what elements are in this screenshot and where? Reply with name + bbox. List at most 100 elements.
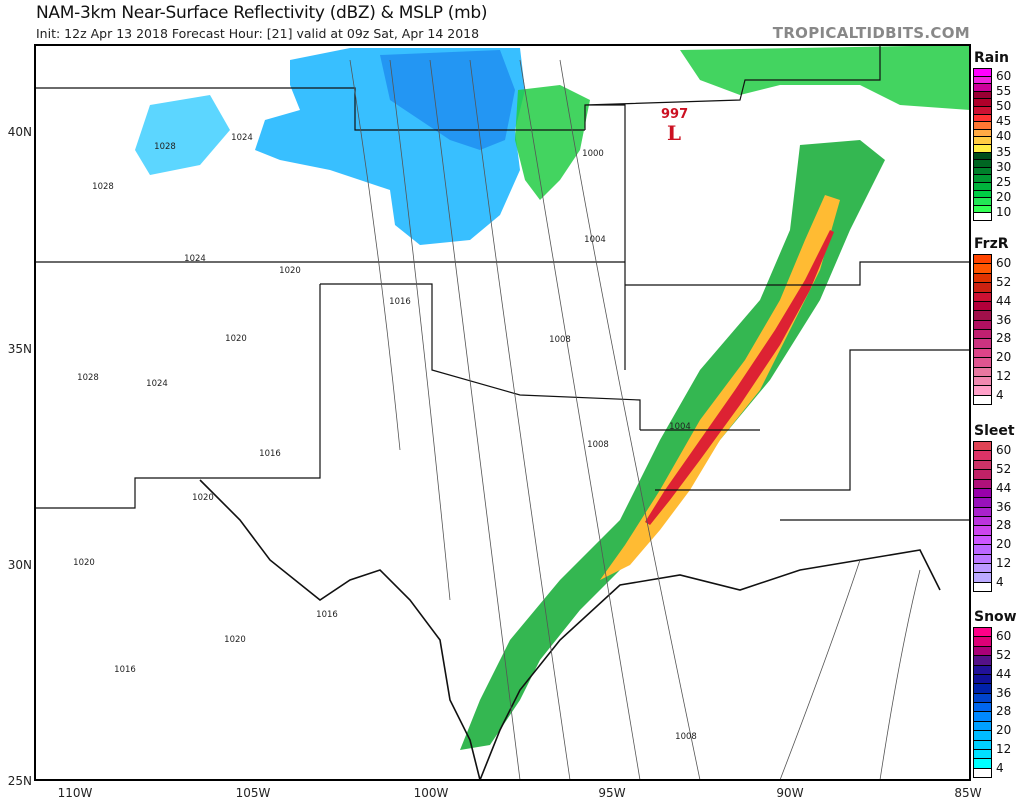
legend-label: 28 [996, 704, 1012, 719]
isobar-label: 1024 [231, 133, 253, 143]
legend-swatch [974, 712, 991, 722]
rain-band [460, 140, 885, 750]
legend-swatch [974, 348, 991, 359]
legend-colorbar [973, 627, 992, 778]
legend-swatch [974, 376, 991, 387]
legend-swatch [974, 255, 991, 265]
legend-label: 50 [996, 99, 1012, 113]
snow-area-west [135, 95, 230, 175]
legend-label: 45 [996, 114, 1012, 129]
legend-label: 60 [996, 443, 1012, 458]
legend-swatch [974, 129, 991, 138]
legend-swatch [974, 479, 991, 489]
legend-swatch [974, 69, 991, 77]
legend-swatch [974, 507, 991, 517]
legend-swatch [974, 114, 991, 123]
legend-swatch [974, 386, 991, 396]
legend-label: 60 [996, 256, 1012, 271]
legend-swatch [974, 91, 991, 100]
legend-swatch [974, 665, 991, 675]
legend-swatch [974, 182, 991, 191]
latitude-label: 25N [8, 774, 32, 788]
legend-sleet: Sleet 60 52 44 36 28 20 12 4 [973, 423, 1023, 592]
legend-swatch [974, 442, 991, 452]
legend-label: 20 [996, 350, 1012, 365]
legend-swatch [974, 563, 991, 574]
legend-label: 40 [996, 129, 1012, 144]
isobar-label: 1008 [587, 440, 609, 450]
legend-label: 28 [996, 331, 1012, 346]
legend-swatch [974, 684, 991, 694]
legend-swatch [974, 99, 991, 107]
legend-colorbar [973, 68, 992, 221]
legend-swatch [974, 582, 991, 592]
watermark: TROPICALTIDBITS.COM [772, 24, 970, 42]
map-frame [34, 44, 971, 781]
legend-label: 4 [996, 387, 1004, 402]
latitude-label: 40N [8, 125, 32, 139]
legend-snow: Snow 60 52 44 36 28 20 12 4 [973, 609, 1023, 778]
isobar-label: 1016 [114, 665, 136, 675]
legend-swatch [974, 175, 991, 183]
legend-swatch [974, 573, 991, 583]
legend-label: 10 [996, 205, 1012, 220]
legend-swatch [974, 470, 991, 480]
legend-label: 60 [996, 629, 1012, 644]
isobar-label: 1020 [224, 635, 246, 645]
legend-swatch [974, 721, 991, 732]
legend-label: 44 [996, 293, 1012, 308]
legend-swatch [974, 283, 991, 293]
snow-area-core [380, 50, 515, 150]
legend-label: 12 [996, 368, 1012, 383]
legend-swatch [974, 749, 991, 760]
legend-label: 20 [996, 537, 1012, 552]
legend-label: 20 [996, 723, 1012, 738]
legend-label: 30 [996, 159, 1012, 174]
legend-swatch [974, 292, 991, 302]
map-title: NAM-3km Near-Surface Reflectivity (dBZ) … [36, 3, 488, 23]
legend-swatch [974, 535, 991, 546]
legend-swatch [974, 205, 991, 214]
legend-label: 36 [996, 685, 1012, 700]
legend-swatch [974, 740, 991, 750]
isobar-label: 1028 [154, 142, 176, 152]
rain-band-heavy [645, 230, 834, 525]
isobars [349, 59, 921, 781]
legend-swatch [974, 488, 991, 499]
rain-area-northeast [680, 45, 970, 110]
legend-swatch [974, 367, 991, 377]
legend-swatch [974, 451, 991, 461]
longitude-label: 100W [414, 786, 449, 800]
legend-swatch [974, 628, 991, 638]
legend-swatch [974, 395, 991, 405]
legend-swatch [974, 731, 991, 741]
legend-title: FrzR [974, 236, 1009, 252]
longitude-label: 105W [236, 786, 271, 800]
legend-swatch [974, 545, 991, 555]
isobar-label: 1024 [184, 254, 206, 264]
legend-label: 12 [996, 741, 1012, 756]
isobar-label: 1000 [582, 149, 604, 159]
latitude-label: 35N [8, 342, 32, 356]
legend-swatch [974, 76, 991, 85]
legend-rain: Rain 60 55 50 45 40 35 30 25 20 10 [973, 50, 1023, 221]
isobar-label: 1024 [146, 379, 168, 389]
legend-swatch [974, 106, 991, 115]
latitude-label: 30N [8, 558, 32, 572]
isobar-label: 1020 [73, 558, 95, 568]
legend-swatch [974, 703, 991, 713]
legend-swatch [974, 460, 991, 471]
legend-swatch [974, 526, 991, 536]
legend-colorbar [973, 441, 992, 592]
legend-title: Rain [974, 50, 1009, 66]
legend-label: 4 [996, 574, 1004, 589]
isobar-label: 1028 [92, 182, 114, 192]
legend-swatch [974, 137, 991, 145]
isobar-label: 1004 [669, 422, 691, 432]
legend-label: 52 [996, 462, 1012, 477]
isobar-label: 1008 [675, 732, 697, 742]
longitude-label: 110W [58, 786, 93, 800]
legend-swatch [974, 517, 991, 527]
legend-label: 28 [996, 518, 1012, 533]
legend-label: 55 [996, 83, 1012, 98]
